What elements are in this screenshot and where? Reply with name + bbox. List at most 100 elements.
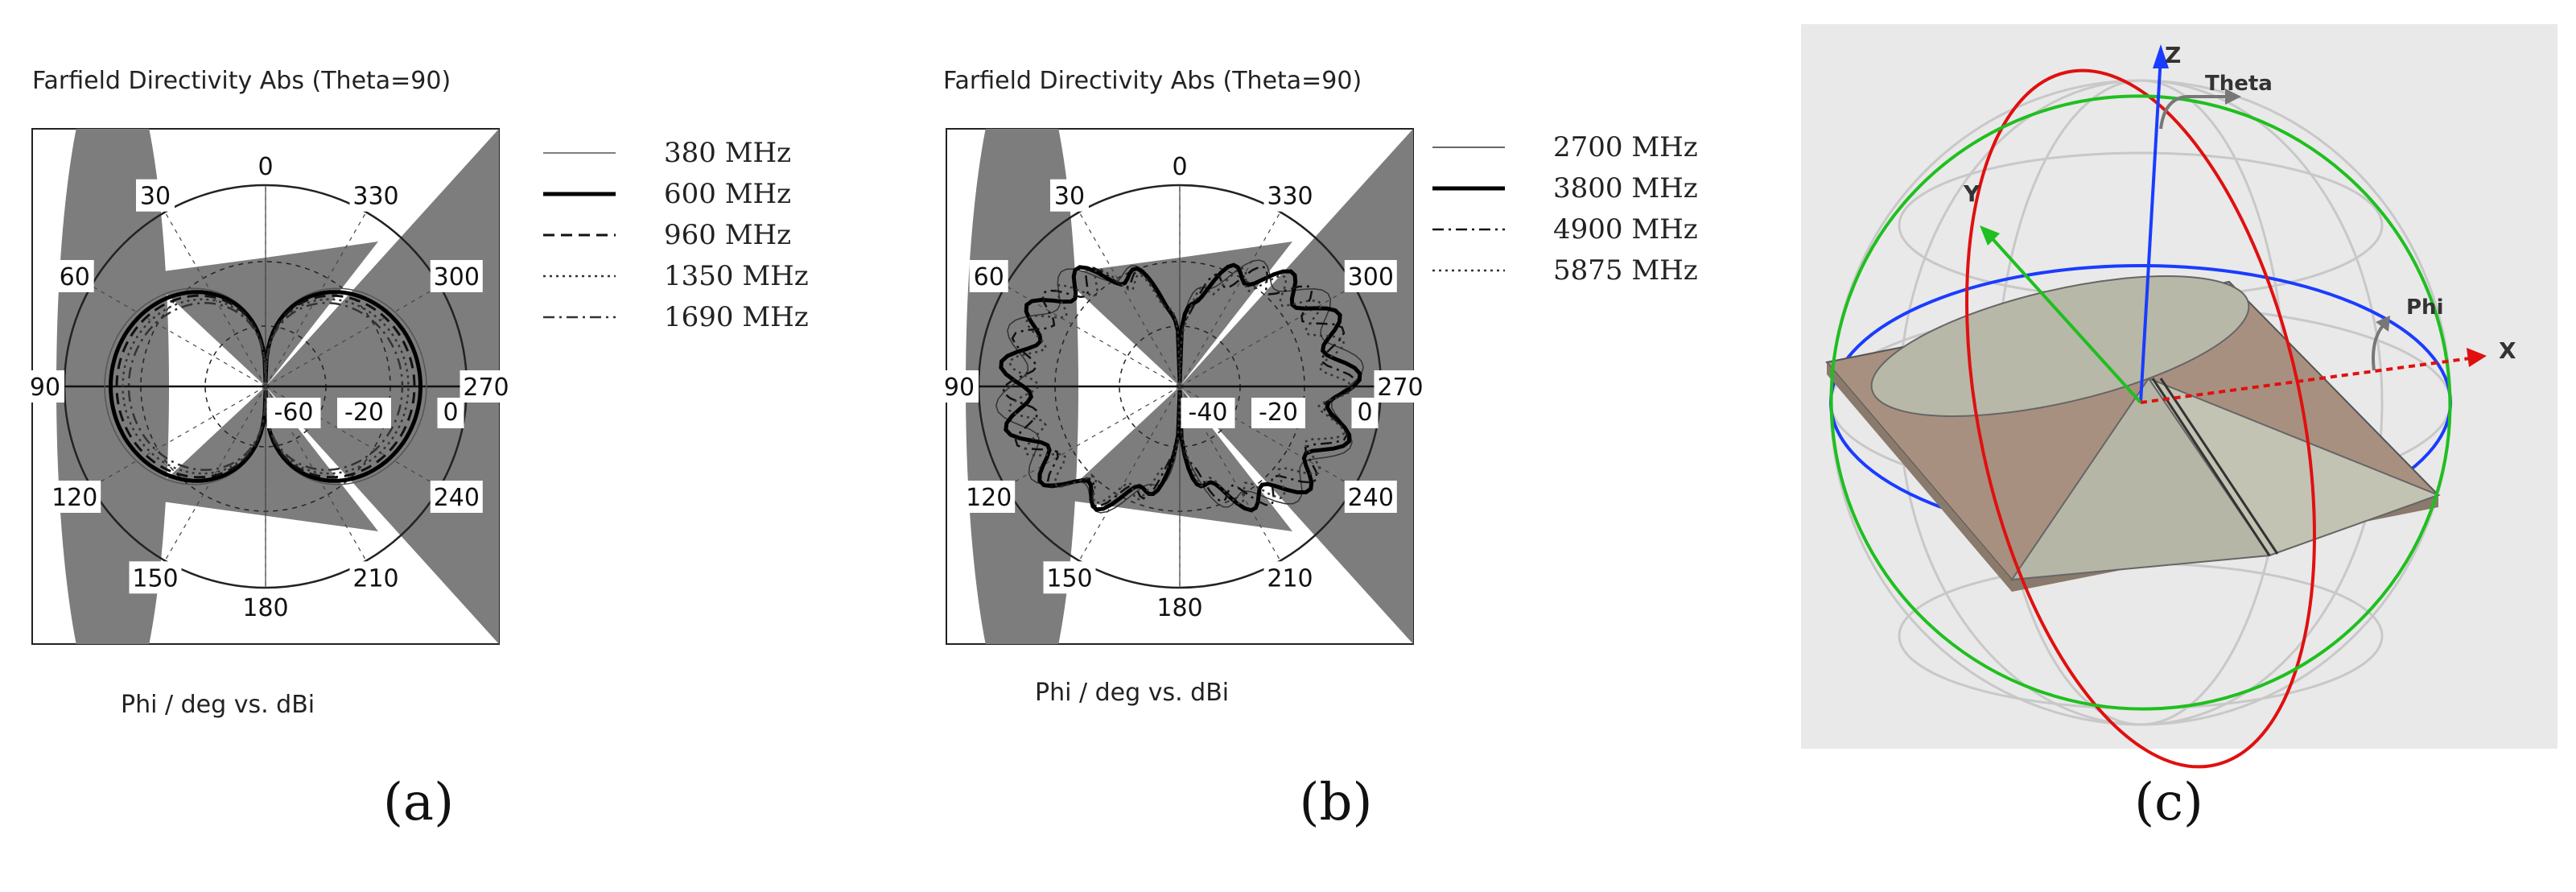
radial-label: 0 (437, 398, 464, 428)
legend-label: 3800 MHz (1553, 172, 1698, 204)
grid-spoke (265, 212, 367, 387)
legend-label: 4900 MHz (1553, 213, 1698, 246)
y-axis (1986, 232, 2142, 404)
grid-spoke (1179, 212, 1281, 387)
angle-label-text: 210 (352, 564, 398, 593)
legend-label: 1350 MHz (664, 260, 809, 292)
legend-label: 5875 MHz (1553, 254, 1698, 287)
grid-spoke (164, 212, 266, 387)
series-curve-4900-mhz (1002, 265, 1358, 508)
series-curve-1690-mhz (127, 302, 404, 471)
grid-spoke (91, 285, 266, 387)
angle-label-text: 30 (140, 183, 171, 211)
radial-label-text: -20 (1259, 399, 1298, 427)
angle-labels: 0 30 60 90 120 150 180 210 240 270 300 330 (940, 150, 1427, 623)
angle-label: 150 (1043, 561, 1096, 594)
x-axis-label: X (2499, 337, 2516, 364)
angle-label: 180 (239, 591, 292, 623)
panel-b: Farfield Directivity Abs (Theta=90) 0 30 6… (901, 0, 1770, 889)
radial-labels: -60 -20 0 (266, 398, 464, 428)
grid-spoke (164, 386, 266, 561)
grid-spoke (265, 386, 367, 561)
antenna-3d-diagram: Z Y X Theta Phi (1801, 24, 2557, 769)
pattern-curves (995, 259, 1364, 514)
angle-label-text: 240 (434, 484, 480, 512)
angle-label-text: 330 (1267, 183, 1313, 211)
radial-label: -20 (337, 398, 391, 428)
grid-spoke (1005, 285, 1181, 387)
grid-spoke (1078, 212, 1181, 387)
phi-label: Phi (2406, 295, 2443, 320)
angle-label: 300 (1344, 260, 1397, 292)
y-ring (1829, 94, 2452, 711)
angle-label-text: 330 (352, 183, 398, 211)
y-axis-arrow (1980, 225, 2000, 246)
angle-label-text: 60 (974, 263, 1004, 291)
angle-label: 180 (1153, 591, 1206, 623)
angle-label-text: 90 (30, 374, 60, 402)
chart-title: Farfield Directivity Abs (Theta=90) (943, 67, 1362, 95)
panel-a: Farfield Directivity Abs (Theta=90) 0 30 6… (0, 0, 869, 889)
legend-label: 600 MHz (664, 178, 791, 210)
angle-label-text: 30 (1054, 183, 1085, 211)
radial-label: 0 (1351, 398, 1379, 428)
x-axis-label: Phi / deg vs. dBi (121, 691, 315, 719)
z-axis-arrow (2153, 44, 2169, 68)
grid-spoke (1179, 285, 1354, 387)
angle-label: 240 (430, 481, 483, 513)
angle-label: 210 (1263, 561, 1317, 594)
angle-label-text: 0 (258, 153, 273, 181)
grid-spoke (265, 285, 440, 387)
angle-label: 0 (253, 150, 278, 182)
angle-label: 0 (1167, 150, 1193, 182)
radial-label-text: -20 (344, 399, 384, 427)
theta-label: Theta (2205, 72, 2273, 96)
angle-label-text: 120 (52, 484, 97, 512)
radial-label: -60 (266, 398, 321, 428)
chart-title: Farfield Directivity Abs (Theta=90) (32, 67, 451, 95)
phi-arrowhead (2376, 316, 2390, 332)
polar-grid (56, 184, 475, 589)
polar-chart-b: Farfield Directivity Abs (Theta=90) 0 30 6… (940, 67, 1698, 707)
theta-ring (1965, 68, 2316, 769)
angle-label: 30 (136, 179, 175, 212)
caption-a: (a) (382, 773, 455, 832)
series-curve-1350-mhz (122, 298, 410, 475)
y-axis-label: Y (1963, 180, 1980, 207)
radial-labels: -40 -20 0 (1181, 398, 1379, 428)
x-axis-label: Phi / deg vs. dBi (1035, 679, 1229, 707)
angle-label: 30 (1050, 179, 1089, 212)
series-curve-5875-mhz (1008, 266, 1354, 506)
legend-label: 2700 MHz (1553, 131, 1698, 163)
grid-spoke (1179, 386, 1354, 488)
radial-label-text: -40 (1189, 399, 1228, 427)
angle-label: 270 (1374, 370, 1427, 403)
legend: 380 MHz 600 MHz 960 MHz 1350 MHz 1690 MHz (543, 137, 809, 333)
legend-label: 1690 MHz (664, 301, 809, 333)
angle-label: 90 (26, 370, 64, 403)
angle-label-text: 300 (1348, 263, 1394, 291)
radial-label-text: 0 (443, 399, 458, 427)
angle-label-text: 210 (1267, 564, 1313, 593)
angle-label: 330 (1263, 179, 1317, 212)
angle-label: 270 (460, 370, 513, 403)
angle-label: 90 (940, 370, 979, 403)
angle-label: 120 (48, 481, 101, 513)
angle-label-text: 300 (434, 263, 480, 291)
angle-label-text: 180 (1156, 594, 1202, 622)
caption-c: (c) (2134, 773, 2203, 832)
angle-label-text: 90 (944, 374, 975, 402)
radial-label: -40 (1181, 398, 1235, 428)
angle-label: 240 (1344, 481, 1397, 513)
legend: 2700 MHz 3800 MHz 4900 MHz 5875 MHz (1432, 131, 1698, 287)
angle-label: 210 (349, 561, 402, 594)
angle-label-text: 270 (463, 374, 509, 402)
grid-spoke (265, 386, 440, 488)
grid-spoke (1005, 386, 1181, 488)
z-axis-label: Z (2165, 42, 2181, 68)
angle-label-text: 270 (1377, 374, 1423, 402)
panel-c: Z Y X Theta Phi (c) (1795, 0, 2576, 889)
series-curve-3800-mhz (999, 262, 1362, 513)
angle-label: 60 (55, 260, 94, 292)
antenna-plate (1825, 275, 2441, 592)
